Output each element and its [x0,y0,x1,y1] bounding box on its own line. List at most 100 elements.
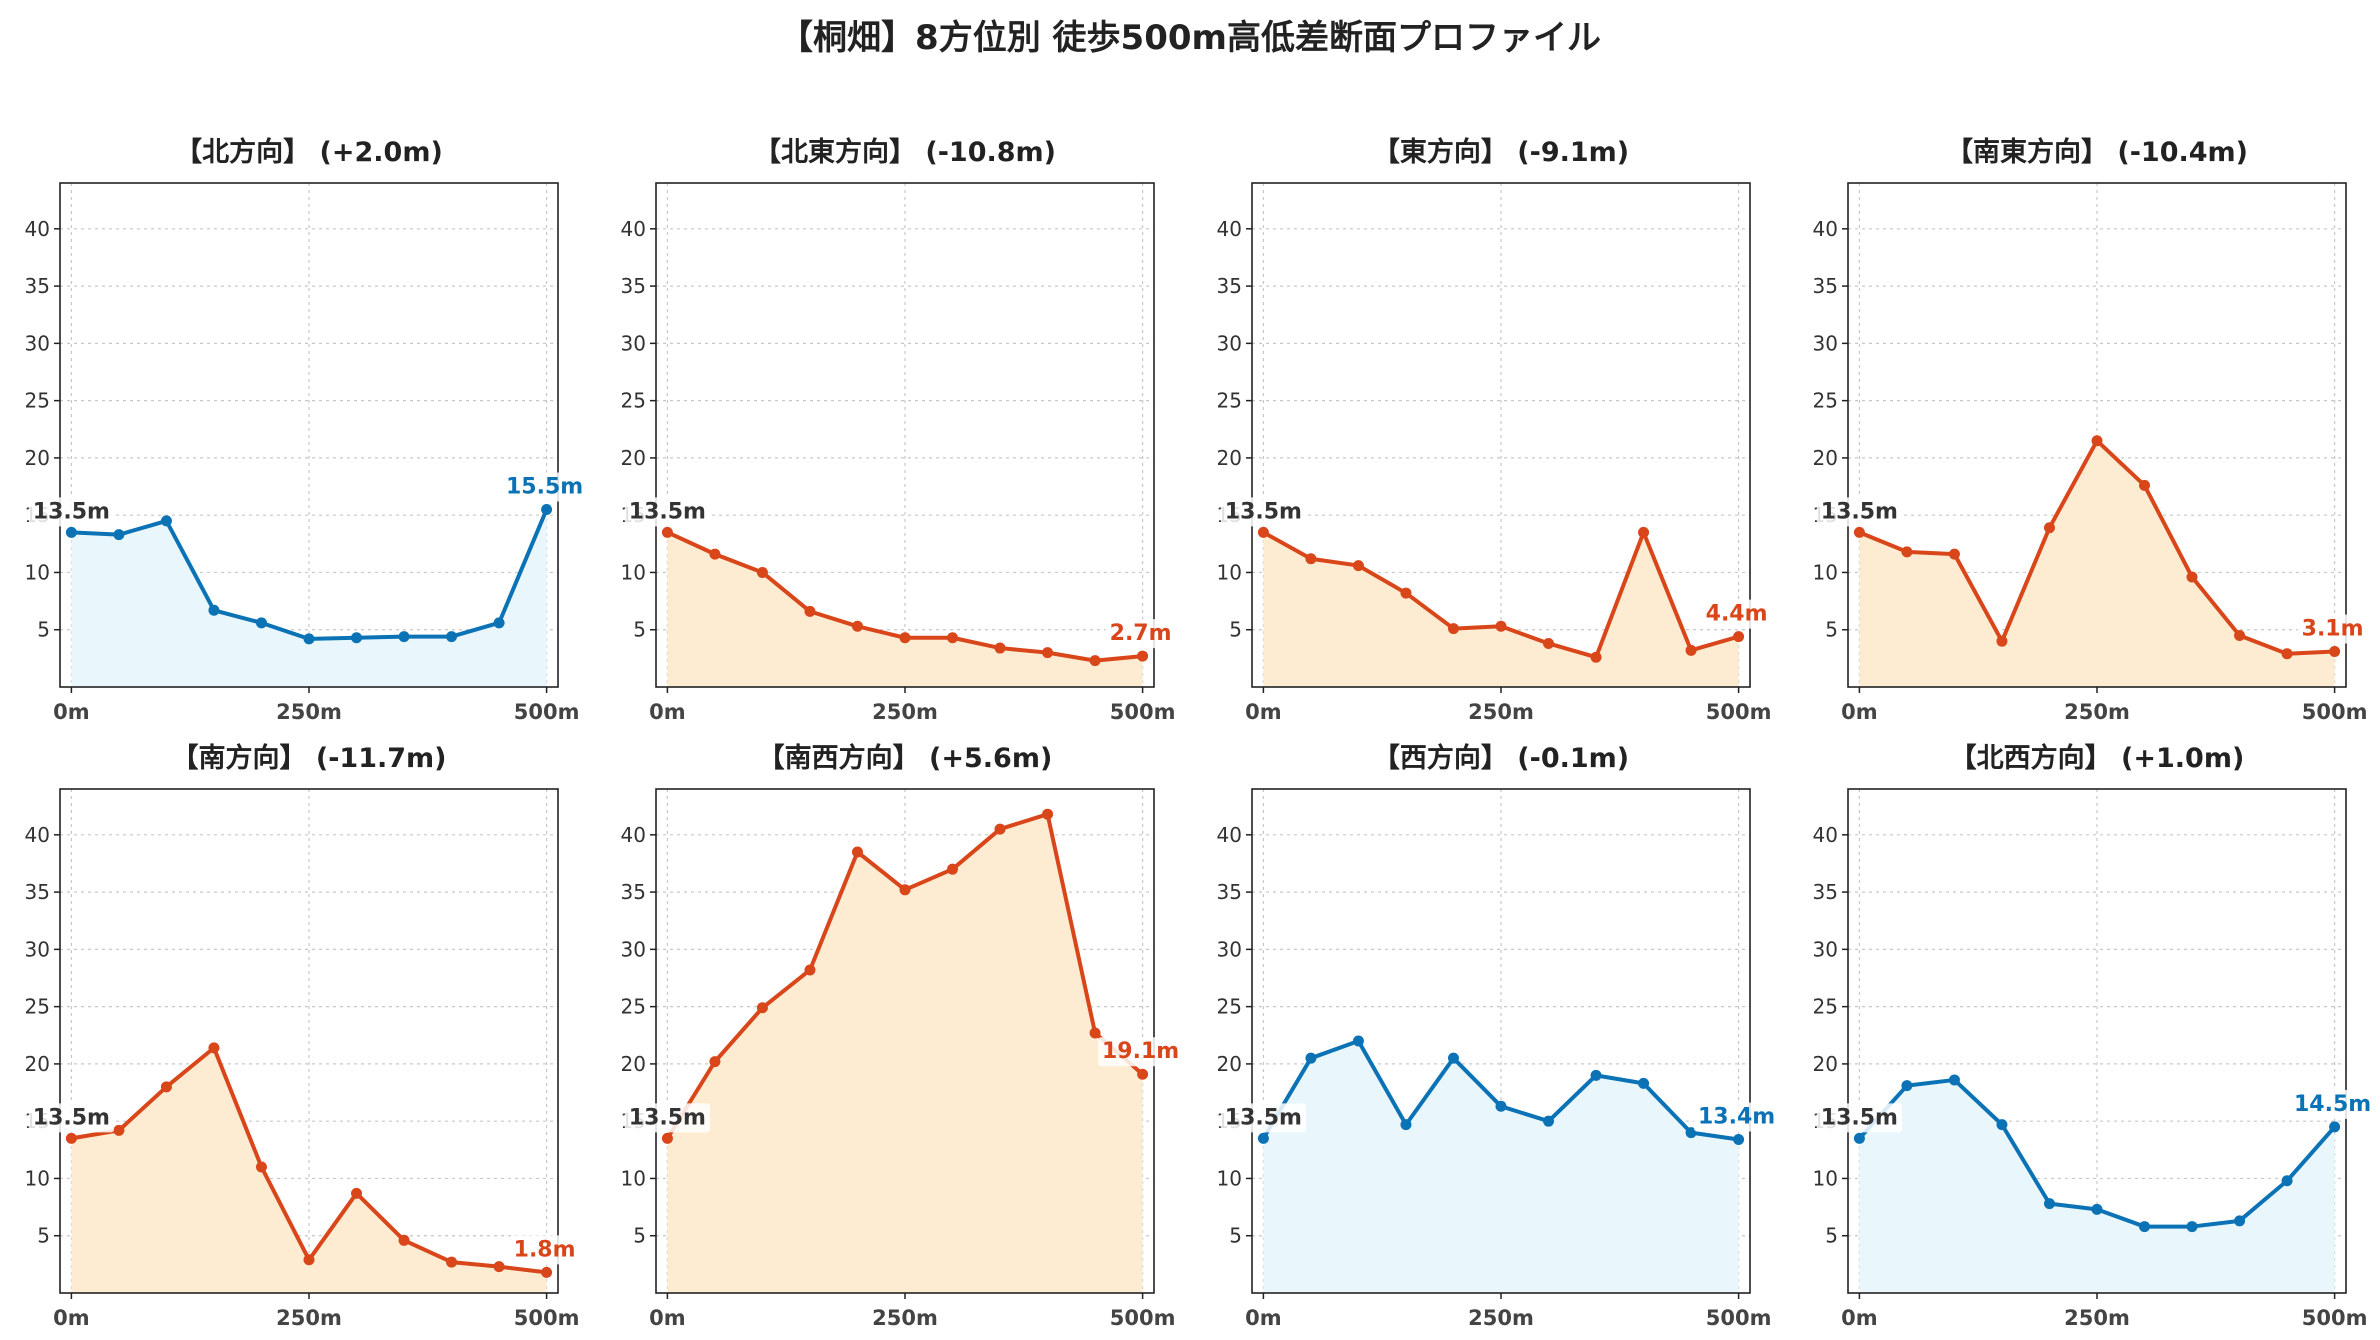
area-fill [1859,1079,2335,1293]
area-fill [1859,440,2335,687]
y-tick-label: 20 [25,1052,50,1076]
start-label-bg [1220,1103,1307,1133]
data-point [2281,648,2293,660]
end-label-bg [2297,614,2368,644]
data-point [1901,1080,1913,1092]
y-tick-label: 35 [1813,880,1838,904]
y-tick-label: 5 [37,618,50,642]
end-label-bg [1701,599,1772,629]
x-tick-label: 500m [2302,700,2368,724]
y-tick-label: 35 [621,274,646,298]
data-point [947,863,959,875]
end-label-bg [509,1235,580,1265]
data-point [160,515,172,527]
data-point [2186,1221,2198,1233]
y-tick-label: 30 [1813,937,1838,961]
start-label: 13.5m [33,1105,110,1130]
x-tick-label: 0m [1245,1306,1282,1330]
data-point [493,617,505,629]
data-point [1495,620,1507,632]
subplot-0: 【北方向】 (+2.0m)5101520253035400m250m500m13… [25,136,588,724]
data-point [851,620,863,632]
data-point [2139,479,2151,491]
subplot-6: 【西方向】 (-0.1m)5101520253035400m250m500m13… [1217,742,1780,1330]
data-point [1495,1100,1507,1112]
end-label: 13.4m [1698,1105,1775,1130]
data-point [1400,1119,1412,1131]
start-label-bg [28,1103,115,1133]
data-point [2043,522,2055,534]
x-tick-label: 0m [1841,700,1878,724]
subplot-5: 【南西方向】 (+5.6m)5101520253035400m250m500m1… [621,742,1184,1330]
subplot-title: 【東方向】 (-9.1m) [1373,136,1629,168]
y-tick-label: 25 [621,389,646,413]
start-label: 13.5m [1225,1105,1302,1130]
y-tick-label: 5 [1229,618,1242,642]
subplot-2: 【東方向】 (-9.1m)5101520253035400m250m500m13… [1217,136,1772,724]
y-tick-label: 5 [1229,1224,1242,1248]
end-label-bg [1105,619,1176,649]
data-point [1948,548,1960,560]
y-tick-label: 35 [1813,274,1838,298]
x-tick-label: 0m [1245,700,1282,724]
x-tick-label: 500m [1110,1306,1176,1330]
plot-frame [1847,788,2347,1294]
x-tick-label: 500m [1706,700,1772,724]
data-point [804,964,816,976]
subplot-title: 【西方向】 (-0.1m) [1373,742,1629,774]
data-point [541,503,553,515]
data-point [303,633,315,645]
y-tick-label: 40 [1813,823,1838,847]
x-tick-label: 500m [1110,700,1176,724]
data-point [1543,1115,1555,1127]
y-tick-label: 35 [25,880,50,904]
data-point [1257,1132,1269,1144]
y-tick-label: 30 [25,331,50,355]
data-point [2329,1121,2341,1133]
y-tick-label: 25 [1813,389,1838,413]
data-point [1137,1068,1149,1080]
x-tick-label: 0m [649,700,686,724]
y-tick-label: 30 [25,937,50,961]
data-point [1400,587,1412,599]
y-tick-label: 30 [1217,937,1242,961]
data-point [1996,635,2008,647]
y-tick-label: 30 [1217,331,1242,355]
data-point [899,632,911,644]
data-point [2329,645,2341,657]
y-tick-label: 30 [621,937,646,961]
data-point [1853,526,1865,538]
data-point [2234,629,2246,641]
subplot-title: 【南西方向】 (+5.6m) [758,742,1053,774]
data-point [1543,637,1555,649]
subplot-1: 【北東方向】 (-10.8m)5101520253035400m250m500m… [621,136,1176,724]
data-point [1089,1027,1101,1039]
data-point [1447,1052,1459,1064]
data-point [1590,1069,1602,1081]
data-point [1733,631,1745,643]
subplot-title: 【南方向】 (-11.7m) [171,742,446,774]
figure-title: 【桐畑】8方位別 徒歩500m高低差断面プロファイル [779,18,1601,58]
area-fill [667,532,1143,687]
y-tick-label: 40 [621,823,646,847]
y-tick-label: 30 [621,331,646,355]
y-tick-label: 40 [621,217,646,241]
y-tick-label: 40 [25,217,50,241]
data-point [2091,435,2103,447]
subplot-title: 【北西方向】 (+1.0m) [1950,742,2245,774]
y-tick-label: 10 [1217,1166,1242,1190]
subplot-3: 【南東方向】 (-10.4m)5101520253035400m250m500m… [1813,136,2368,724]
end-label: 14.5m [2294,1092,2371,1117]
subplot-7: 【北西方向】 (+1.0m)5101520253035400m250m500m1… [1813,742,2376,1330]
x-tick-label: 0m [649,1306,686,1330]
data-point [1089,655,1101,667]
y-tick-label: 35 [1217,880,1242,904]
y-tick-label: 10 [25,1166,50,1190]
data-point [2091,1203,2103,1215]
y-tick-label: 10 [25,560,50,584]
y-tick-label: 25 [25,389,50,413]
data-point [947,632,959,644]
y-tick-label: 25 [1217,995,1242,1019]
x-tick-label: 500m [1706,1306,1772,1330]
y-tick-label: 35 [621,880,646,904]
